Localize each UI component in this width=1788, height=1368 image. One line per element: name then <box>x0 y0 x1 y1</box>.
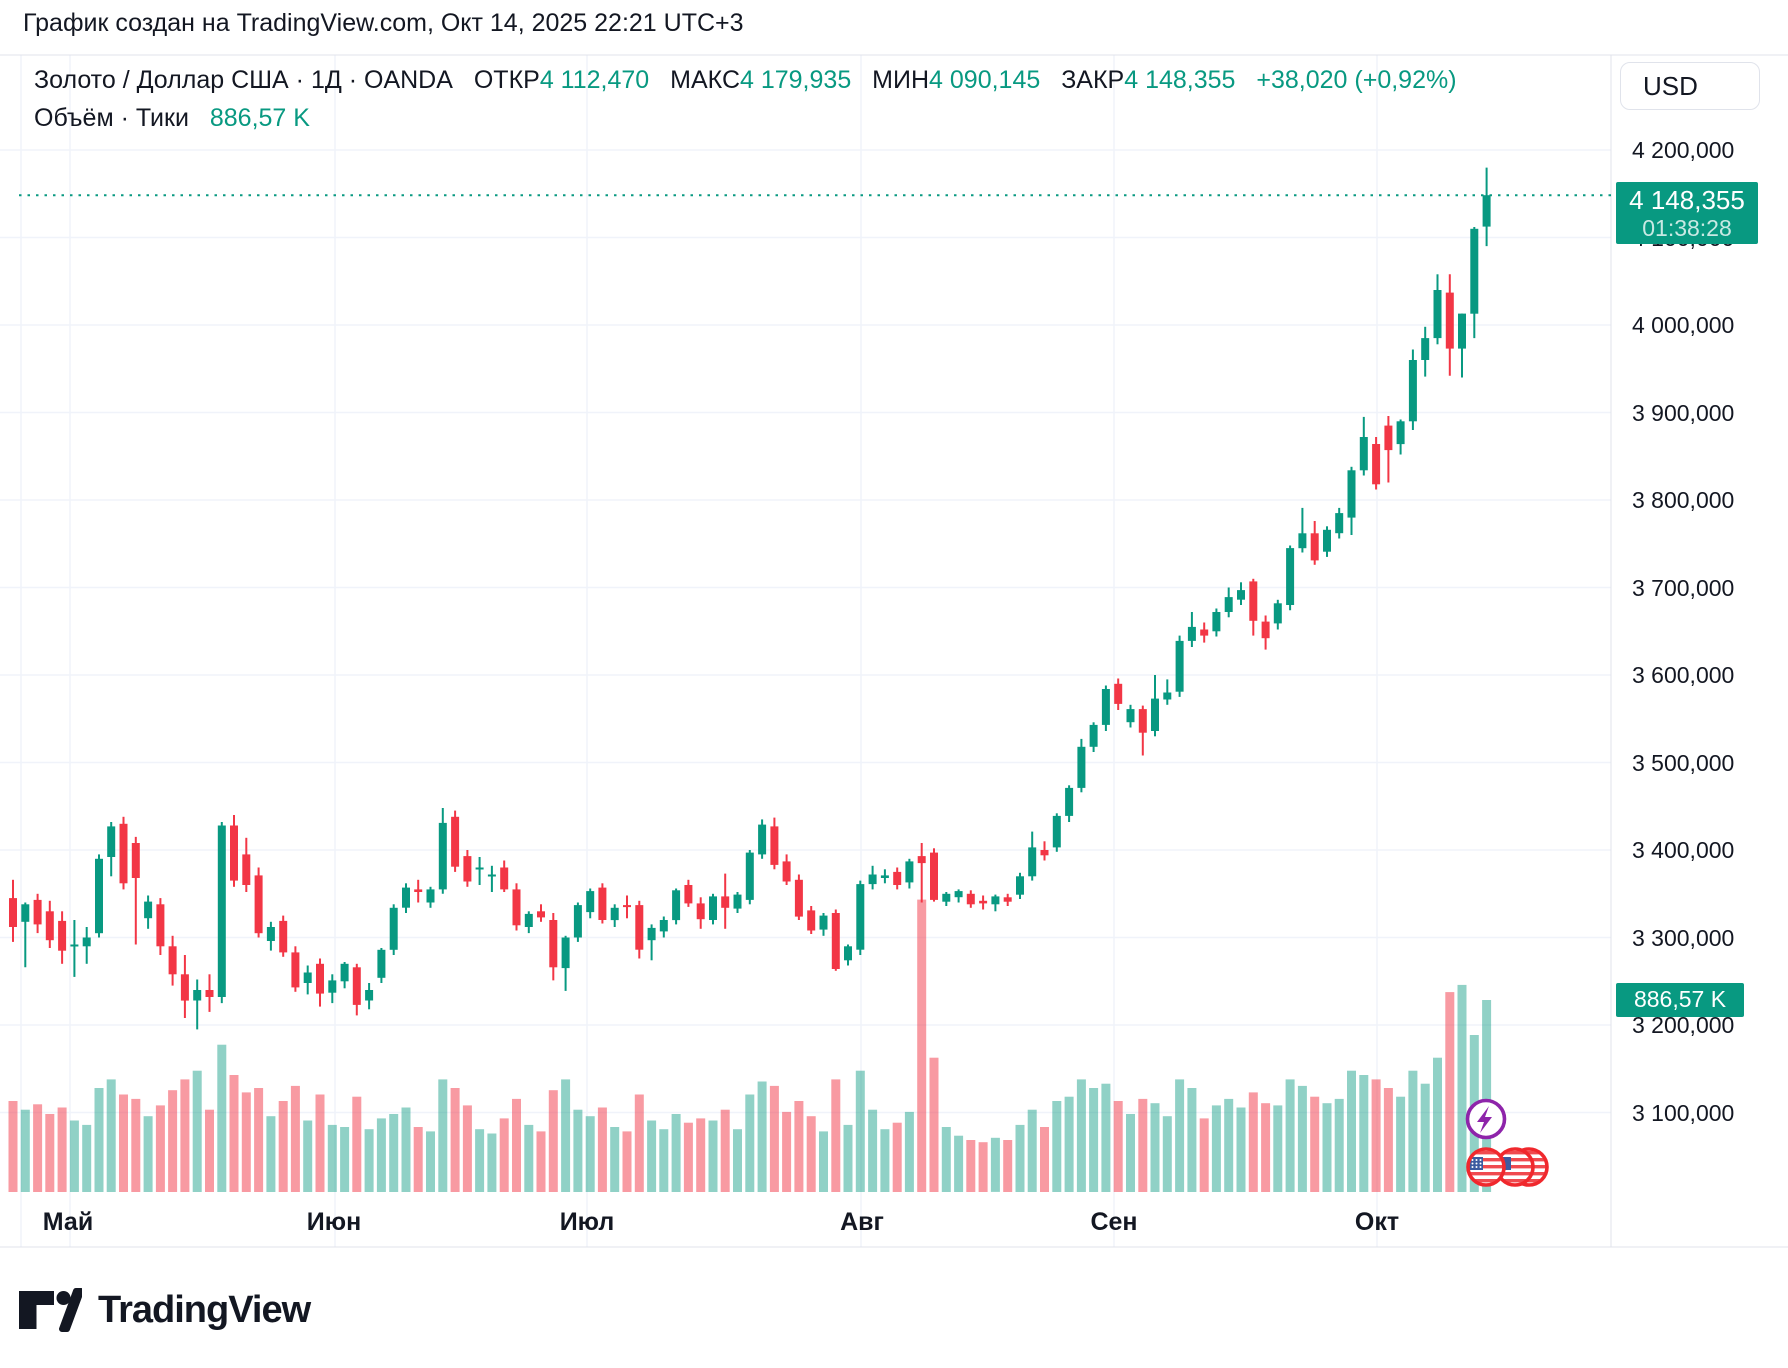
symbol-title[interactable]: Золото / Доллар США · 1Д · OANDA <box>34 66 453 94</box>
close-value: 4 148,355 <box>1124 66 1236 94</box>
currency-label: USD <box>1643 70 1698 101</box>
tradingview-logo[interactable]: TradingView <box>18 1288 311 1332</box>
low-value: 4 090,145 <box>929 66 1041 94</box>
open-label: ОТКР <box>473 66 540 94</box>
tradingview-logo-mark <box>19 1288 82 1332</box>
volume-badge: 886,57 K <box>1616 982 1744 1017</box>
time-axis-label: Июн <box>306 1208 362 1236</box>
high-label: МАКС <box>670 66 740 94</box>
low-label: МИН <box>872 66 930 94</box>
time-axis-label: Май <box>42 1208 94 1236</box>
volume-legend-value: 886,57 K <box>209 104 310 132</box>
time-axis-label: Окт <box>1354 1208 1400 1236</box>
change-value: +38,020 (+0,92%) <box>1256 66 1457 94</box>
tradingview-logo-text: TradingView <box>98 1288 311 1331</box>
high-value: 4 179,935 <box>740 66 852 94</box>
open-value: 4 112,470 <box>539 66 650 94</box>
attribution-text: График создан на TradingView.com, Окт 14… <box>23 9 744 37</box>
last-price-value: 4 148,355 <box>1629 185 1745 216</box>
flag-1 <box>1469 1150 1503 1184</box>
last-price-badge: 4 148,355 01:38:28 <box>1616 182 1758 245</box>
time-axis-label: Сен <box>1090 1208 1138 1236</box>
volume-legend-label[interactable]: Объём · Тики <box>34 104 189 132</box>
time-scale[interactable]: Май Июн Июл Авг Сен Окт <box>0 1207 1610 1237</box>
close-label: ЗАКР <box>1061 66 1125 94</box>
bar-countdown: 01:38:28 <box>1642 215 1732 242</box>
chart-legend: Золото / Доллар США · 1Д · OANDA ОТКР4 1… <box>34 66 1457 133</box>
lightning-icon[interactable] <box>1464 1097 1508 1141</box>
us-flag-icons[interactable] <box>1464 1144 1554 1190</box>
time-axis-label: Авг <box>840 1208 884 1236</box>
currency-button[interactable]: USD <box>1620 62 1760 110</box>
time-axis-label: Июл <box>559 1208 615 1236</box>
volume-badge-value: 886,57 K <box>1633 986 1727 1013</box>
